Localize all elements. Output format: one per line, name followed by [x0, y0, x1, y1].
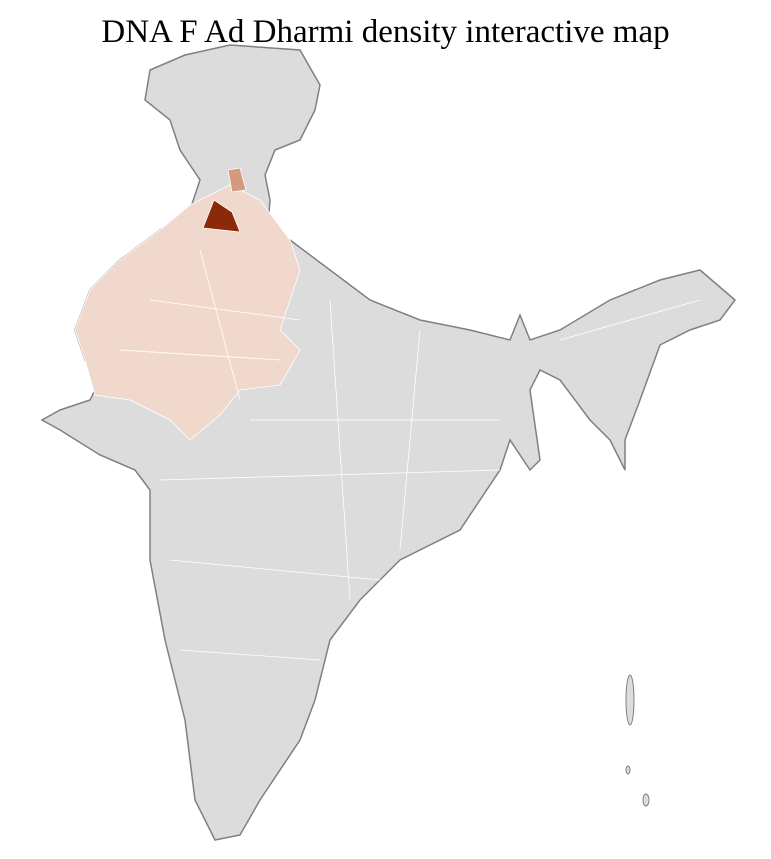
map-title: DNA F Ad Dharmi density interactive map — [101, 14, 670, 50]
region-medium-density[interactable] — [227, 167, 247, 193]
district-lines — [119, 249, 701, 661]
region-high-density[interactable] — [202, 199, 241, 233]
islands — [625, 674, 650, 807]
region-low-density[interactable] — [74, 184, 301, 441]
